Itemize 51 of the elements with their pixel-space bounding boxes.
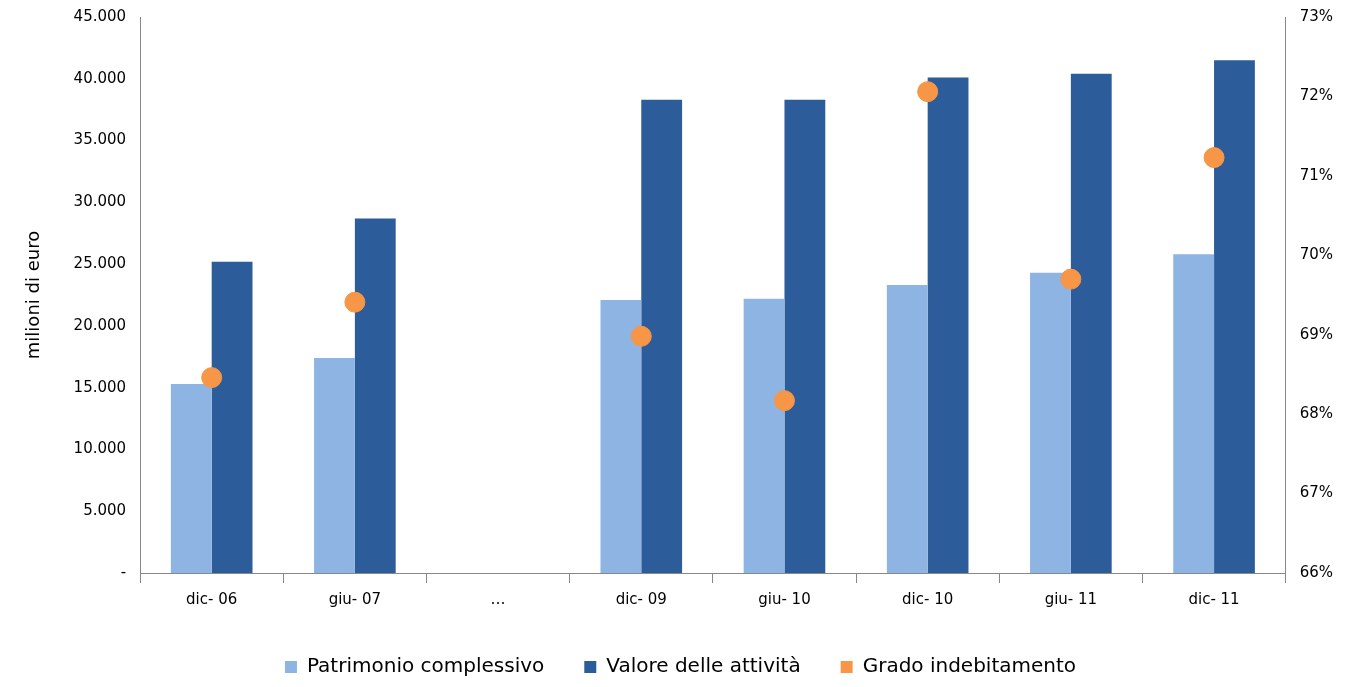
bar xyxy=(1214,60,1255,573)
y-tick-label: 5.000 xyxy=(83,501,127,520)
y-tick-label: - xyxy=(120,562,127,581)
y-tick-label: 15.000 xyxy=(73,377,127,396)
legend-label: Patrimonio complessivo xyxy=(306,653,545,678)
x-tick-label: dic- 11 xyxy=(1188,589,1240,608)
y-tick-label: 45.000 xyxy=(73,6,127,25)
x-tick-label: dic- 09 xyxy=(615,589,667,608)
x-tick-label: dic- 06 xyxy=(186,589,238,608)
point xyxy=(917,81,939,103)
x-tick-label: giu- 10 xyxy=(758,589,811,608)
bar xyxy=(927,77,969,573)
bar xyxy=(354,218,396,573)
y-tick-label: 10.000 xyxy=(73,439,127,458)
bar xyxy=(1173,254,1215,573)
bar xyxy=(170,383,212,573)
legend-label: Grado indebitamento xyxy=(862,653,1077,678)
bar xyxy=(314,358,355,573)
y2-tick-label: 67% xyxy=(1299,483,1333,502)
y-tick-label: 25.000 xyxy=(73,254,127,272)
bar xyxy=(743,298,785,573)
y-axis-title: milioni di euro xyxy=(22,230,44,360)
y2-tick-label: 68% xyxy=(1299,404,1333,423)
y2-tick-label: 66% xyxy=(1299,562,1333,581)
y-tick-label: 40.000 xyxy=(73,68,127,87)
bar xyxy=(1070,73,1112,573)
y-tick-label: 20.000 xyxy=(73,315,127,334)
bar xyxy=(886,285,928,573)
y2-tick-label: 70% xyxy=(1299,245,1333,264)
point xyxy=(344,291,366,313)
bar xyxy=(784,99,826,573)
x-tick-label: dic- 10 xyxy=(902,589,954,608)
y2-tick-label: 72% xyxy=(1299,86,1333,105)
point xyxy=(1060,268,1082,290)
bar xyxy=(641,99,683,573)
point xyxy=(1203,147,1225,169)
point xyxy=(773,390,795,412)
bar xyxy=(600,299,642,573)
x-tick-label: … xyxy=(490,589,506,608)
point xyxy=(630,325,652,347)
x-tick-label: giu- 11 xyxy=(1044,589,1098,608)
point xyxy=(201,367,223,389)
y2-tick-label: 71% xyxy=(1299,165,1333,184)
y-tick-label: 35.000 xyxy=(73,130,127,149)
y2-tick-label: 69% xyxy=(1299,324,1333,343)
bar xyxy=(211,261,253,573)
y-tick-label: 30.000 xyxy=(73,192,127,211)
x-tick-label: giu- 07 xyxy=(328,589,382,608)
bar xyxy=(1030,272,1071,573)
legend-label: Valore delle attività xyxy=(606,653,801,678)
y2-tick-label: 73% xyxy=(1299,6,1333,25)
